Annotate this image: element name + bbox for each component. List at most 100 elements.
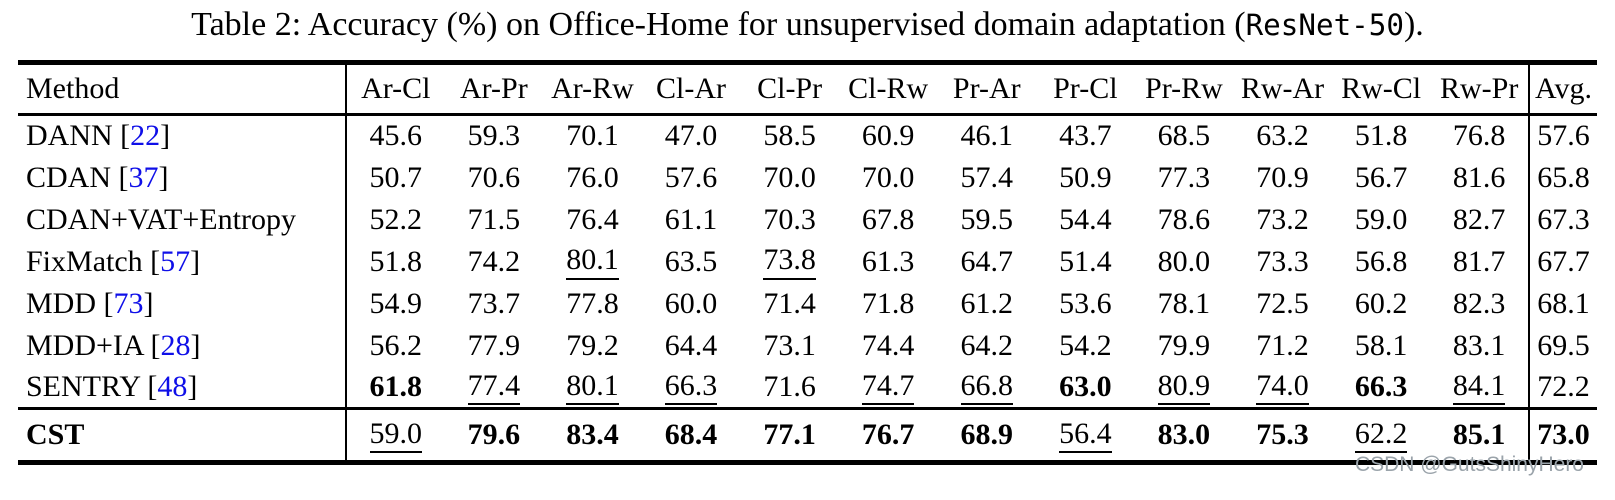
accuracy-cell: 57.4	[937, 157, 1036, 199]
accuracy-value: 74.0	[1256, 369, 1309, 405]
avg-value: 57.6	[1537, 119, 1590, 153]
accuracy-value: 68.9	[960, 418, 1014, 451]
accuracy-value: 47.0	[664, 119, 718, 153]
accuracy-value: 51.4	[1059, 244, 1112, 278]
accuracy-value: 77.3	[1157, 160, 1211, 194]
accuracy-value: 74.2	[467, 244, 521, 278]
citation-link[interactable]: 37	[128, 160, 159, 194]
accuracy-cell: 80.1	[543, 241, 642, 283]
accuracy-cell: 59.5	[937, 199, 1036, 241]
accuracy-cell: 74.0	[1233, 367, 1332, 409]
accuracy-value: 64.2	[960, 328, 1014, 362]
avg-cell: 65.8	[1528, 156, 1597, 199]
accuracy-cell: 66.3	[1332, 367, 1431, 409]
accuracy-cell: 54.9	[345, 282, 445, 325]
column-header-rw-cl: Rw-Cl	[1341, 72, 1422, 105]
accuracy-cell: 77.4	[445, 367, 544, 409]
accuracy-cell: 63.2	[1233, 115, 1332, 157]
accuracy-cell: 53.6	[1036, 283, 1135, 325]
citation-link[interactable]: 22	[130, 119, 161, 153]
accuracy-cell: 83.1	[1430, 325, 1529, 367]
accuracy-value: 77.9	[467, 328, 521, 362]
citation-link[interactable]: 48	[157, 369, 188, 403]
accuracy-value: 80.9	[1157, 369, 1211, 405]
accuracy-cell: 76.7	[839, 409, 938, 463]
accuracy-cell: 56.4	[1036, 409, 1135, 463]
accuracy-value: 70.1	[566, 119, 619, 153]
avg-cell: 73.0	[1528, 408, 1597, 463]
accuracy-value: 77.1	[763, 418, 816, 451]
accuracy-value: 73.2	[1256, 202, 1309, 236]
table-row-cdan-vat-entropy: CDAN+VAT+Entropy 52.2 71.5 76.4 61.1 70.3 67.8…	[18, 198, 1597, 241]
accuracy-cell: 62.2	[1332, 409, 1431, 463]
accuracy-cell: 70.0	[740, 157, 839, 199]
results-table: Method Ar-Cl Ar-Pr Ar-Rw Cl-Ar Cl-Pr Cl-Rw Pr-…	[18, 60, 1597, 465]
citation-link[interactable]: 28	[160, 328, 191, 362]
accuracy-value: 70.3	[763, 202, 816, 236]
avg-cell: 72.2	[1528, 366, 1597, 409]
method-cell: DANN [22]	[26, 119, 171, 153]
accuracy-cell: 68.5	[1135, 115, 1234, 157]
column-header-rw-pr: Rw-Pr	[1440, 72, 1519, 105]
accuracy-value: 58.5	[763, 119, 816, 153]
accuracy-value: 70.9	[1256, 160, 1309, 194]
accuracy-cell: 59.3	[445, 115, 544, 157]
accuracy-cell: 82.3	[1430, 283, 1529, 325]
citation-link[interactable]: 57	[160, 244, 191, 278]
accuracy-value: 64.7	[960, 244, 1014, 278]
accuracy-cell: 83.4	[543, 409, 642, 463]
citation-link[interactable]: 73	[113, 286, 144, 320]
method-label: DANN	[26, 119, 113, 153]
accuracy-cell: 51.4	[1036, 241, 1135, 283]
method-cell: FixMatch [57]	[26, 244, 201, 278]
accuracy-cell: 47.0	[642, 115, 741, 157]
accuracy-value: 73.1	[763, 328, 816, 362]
accuracy-value: 70.0	[763, 160, 816, 194]
accuracy-cell: 70.9	[1233, 157, 1332, 199]
table-body: DANN [22] 45.6 59.3 70.1 47.0 58.5 60.9 46.1 43.…	[18, 114, 1597, 409]
accuracy-value: 80.0	[1157, 244, 1211, 278]
accuracy-cell: 54.2	[1036, 325, 1135, 367]
accuracy-cell: 64.7	[937, 241, 1036, 283]
avg-cell: 69.5	[1528, 324, 1597, 367]
accuracy-cell: 73.8	[740, 241, 839, 283]
avg-value: 65.8	[1537, 160, 1590, 194]
accuracy-cell: 75.3	[1233, 409, 1332, 463]
accuracy-cell: 57.6	[642, 157, 741, 199]
accuracy-value: 52.2	[369, 202, 423, 236]
accuracy-cell: 71.8	[839, 283, 938, 325]
accuracy-value: 74.7	[861, 369, 915, 405]
accuracy-value: 45.6	[369, 119, 423, 153]
method-cell: MDD [73]	[26, 286, 154, 320]
accuracy-value: 84.1	[1452, 369, 1506, 405]
accuracy-cell: 76.0	[543, 157, 642, 199]
column-header-pr-ar: Pr-Ar	[952, 72, 1021, 105]
accuracy-value: 71.5	[467, 202, 521, 236]
accuracy-value: 71.2	[1256, 328, 1309, 362]
header-row: Method Ar-Cl Ar-Pr Ar-Rw Cl-Ar Cl-Pr Cl-Rw Pr-…	[18, 62, 1597, 115]
method-label: MDD+IA	[26, 328, 143, 362]
accuracy-value: 59.0	[369, 418, 423, 454]
accuracy-value: 81.7	[1452, 244, 1506, 278]
accuracy-cell: 80.9	[1135, 367, 1234, 409]
accuracy-cell: 71.5	[445, 199, 544, 241]
column-header-ar-pr: Ar-Pr	[460, 72, 528, 105]
accuracy-cell: 80.1	[543, 367, 642, 409]
accuracy-cell: 51.8	[345, 240, 445, 283]
accuracy-cell: 50.7	[345, 156, 445, 199]
table-row-mdd: MDD [73] 54.9 73.7 77.8 60.0 71.4 71.8 61.2 53.6…	[18, 282, 1597, 325]
caption-code-resnet: ResNet-50	[1245, 8, 1404, 42]
accuracy-value: 56.8	[1354, 244, 1408, 278]
column-header-pr-cl: Pr-Cl	[1053, 72, 1118, 105]
accuracy-value: 67.8	[861, 202, 915, 236]
accuracy-value: 70.0	[861, 160, 915, 194]
accuracy-cell: 73.7	[445, 283, 544, 325]
accuracy-cell: 71.6	[740, 367, 839, 409]
accuracy-cell: 43.7	[1036, 115, 1135, 157]
accuracy-cell: 61.8	[345, 366, 445, 409]
method-label: CST	[26, 418, 85, 451]
avg-cell: 57.6	[1528, 114, 1597, 157]
accuracy-value: 83.4	[566, 418, 619, 451]
accuracy-cell: 72.5	[1233, 283, 1332, 325]
accuracy-value: 54.9	[369, 286, 423, 320]
